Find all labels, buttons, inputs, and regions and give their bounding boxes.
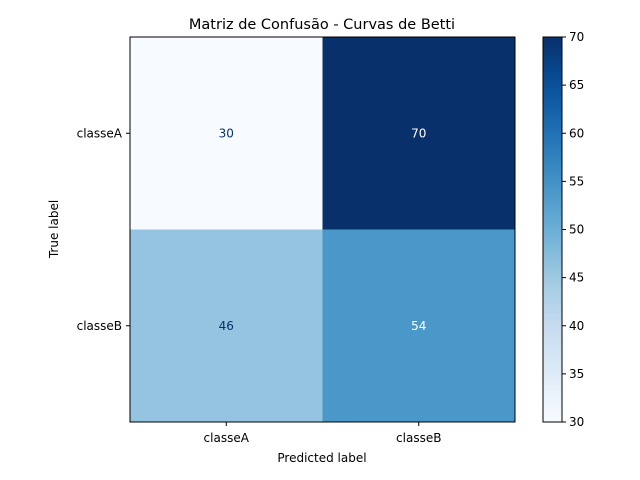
heatmap-cells bbox=[130, 37, 515, 422]
colorbar-tick-label: 70 bbox=[569, 30, 584, 44]
x-tick-label-classeB: classeB bbox=[396, 431, 441, 445]
y-axis-label: True label bbox=[47, 200, 61, 259]
colorbar-tick-label: 65 bbox=[569, 78, 584, 92]
cell-value-1-0: 46 bbox=[219, 319, 234, 333]
heatmap-cell-0-0 bbox=[130, 37, 323, 230]
x-axis-ticks: classeA classeB bbox=[204, 422, 441, 445]
colorbar-tick-label: 40 bbox=[569, 319, 584, 333]
colorbar-tick-label: 35 bbox=[569, 367, 584, 381]
heatmap-cell-0-1 bbox=[322, 37, 515, 230]
colorbar-tick-label: 45 bbox=[569, 271, 584, 285]
colorbar bbox=[542, 36, 563, 423]
heatmap-cell-1-0 bbox=[130, 229, 323, 422]
cell-value-0-1: 70 bbox=[411, 126, 426, 140]
colorbar-tick-label: 55 bbox=[569, 174, 584, 188]
y-axis-ticks: classeA classeB bbox=[77, 126, 130, 333]
y-tick-label-classeA: classeA bbox=[77, 126, 123, 140]
heatmap-cell-1-1 bbox=[322, 229, 515, 422]
x-axis-label: Predicted label bbox=[277, 451, 366, 465]
colorbar-tick-label: 60 bbox=[569, 126, 584, 140]
cell-annotations: 30 70 46 54 bbox=[219, 126, 427, 333]
x-tick-label-classeA: classeA bbox=[204, 431, 250, 445]
y-tick-label-classeB: classeB bbox=[77, 319, 122, 333]
colorbar-tick-label: 50 bbox=[569, 223, 584, 237]
plot-frame bbox=[129, 36, 516, 423]
colorbar-tick-label: 30 bbox=[569, 415, 584, 429]
cell-value-1-1: 54 bbox=[411, 319, 426, 333]
chart-title: Matriz de Confusão - Curvas de Betti bbox=[189, 17, 455, 33]
cell-value-0-0: 30 bbox=[219, 126, 234, 140]
colorbar-ticks: 30 35 40 45 50 55 60 65 70 bbox=[562, 30, 584, 429]
